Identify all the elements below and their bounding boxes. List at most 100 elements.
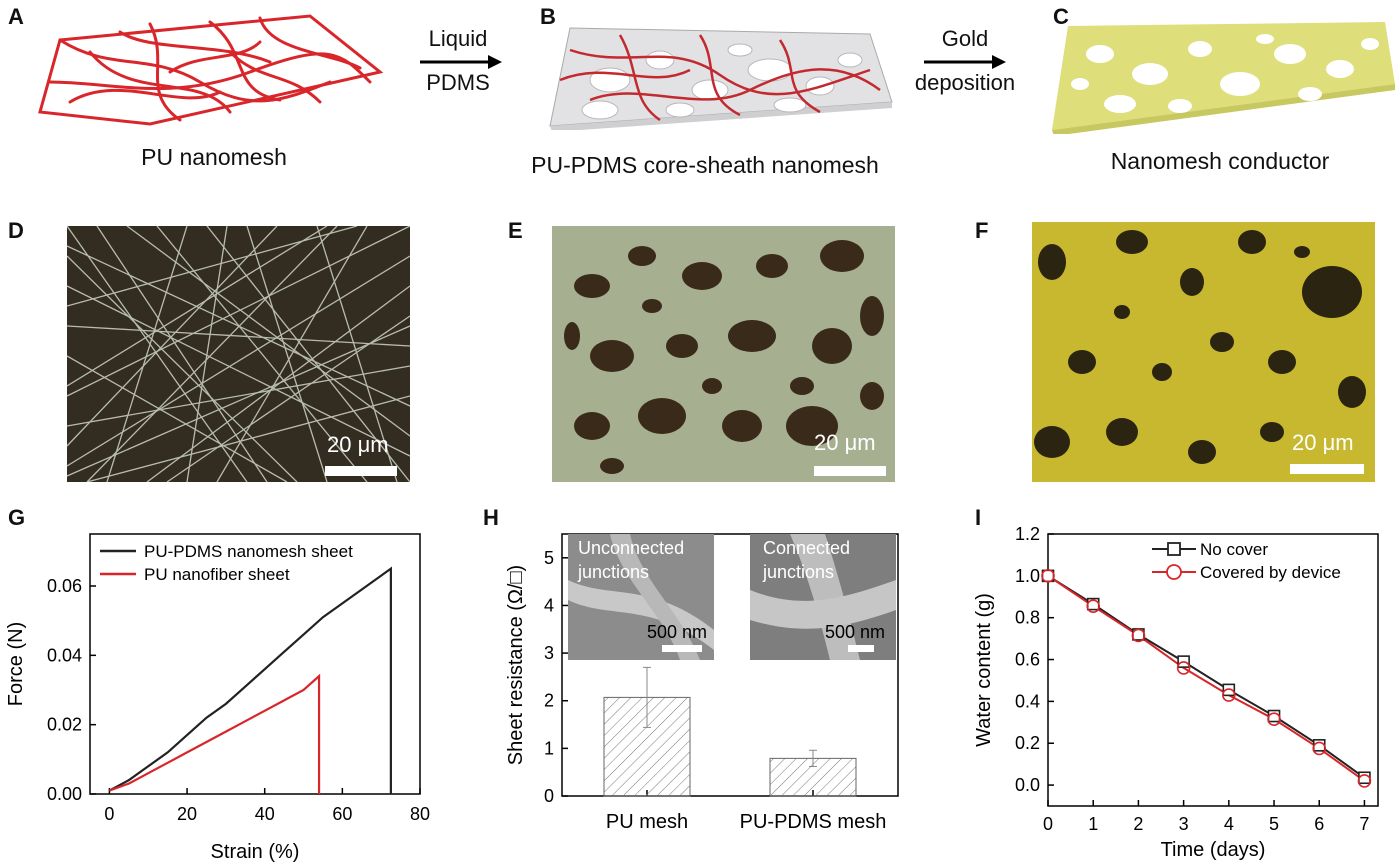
fiber-network-image [67, 226, 410, 482]
x-tick-label: 1 [1088, 814, 1098, 834]
plot-frame [89, 533, 421, 795]
caption-pu-pdms: PU-PDMS core-sheath nanomesh [531, 152, 879, 178]
arrow-right-icon [420, 55, 502, 69]
panel-label-i: I [975, 505, 982, 530]
chart-force-strain: 0 20 40 60 80 0.00 0.02 0.04 0.06 PU-PDMS nanome… [5, 533, 430, 863]
data-point-covered [1222, 688, 1236, 702]
arrow-label-liquid: Liquid [428, 26, 488, 51]
inset-scale-bar [662, 645, 702, 652]
legend: No cover Covered by device [1152, 540, 1341, 582]
inset-scale-label: 500 nm [825, 622, 885, 642]
scale-bar [1290, 464, 1364, 474]
data-point-covered [1041, 569, 1055, 583]
x-tick-label: 4 [1224, 814, 1234, 834]
series-line-covered [1047, 575, 1366, 782]
panel-label-g: G [8, 505, 26, 530]
y-tick-label: 0.6 [1015, 650, 1040, 670]
arrow-label-deposition: deposition [914, 70, 1016, 95]
pu-nanomesh-micrograph: 20 μm [67, 226, 410, 482]
pu-pdms-micrograph: 20 μm [552, 226, 895, 482]
x-tick-label: 0 [1043, 814, 1053, 834]
y-tick-label: 0.06 [47, 576, 82, 596]
category-label: PU-PDMS mesh [740, 811, 887, 833]
y-tick-label: 0.04 [47, 645, 82, 665]
plot-frame [561, 533, 899, 797]
scale-bar-label: 20 μm [327, 432, 389, 457]
series-line-no-cover [1047, 574, 1366, 779]
plot-frame [1047, 533, 1379, 807]
scale-bar [814, 466, 886, 476]
data-point-covered [1086, 599, 1101, 613]
inset-scale-bar [848, 645, 874, 652]
scale-bar-label: 20 μm [814, 430, 876, 455]
x-tick-label: 7 [1359, 814, 1369, 834]
x-tick-label: 2 [1133, 814, 1143, 834]
inset-scale-label: 500 nm [647, 622, 707, 642]
y-tick-label: 1 [544, 738, 554, 758]
legend-label-covered: Covered by device [1200, 563, 1341, 582]
x-tick-label: 3 [1179, 814, 1189, 834]
panel-label-a: A [8, 4, 24, 29]
data-point-covered [1131, 628, 1146, 643]
inset-text-junctions: junctions [577, 562, 649, 582]
y-tick-label: 0.4 [1015, 691, 1040, 711]
data-point-no-cover [1358, 771, 1371, 785]
square-marker-icon [1167, 542, 1181, 556]
y-tick-label: 0.2 [1015, 733, 1040, 753]
arrow-right-icon [924, 55, 1006, 69]
chart-water-content: 0 1 2 3 4 5 6 7 0.0 0.2 0.4 0.6 0.8 1.0 1.2 No cover C… [973, 524, 1379, 861]
y-axis-label: Water content (g) [973, 593, 995, 747]
y-tick-label: 4 [544, 595, 554, 615]
panel-label-b: B [540, 4, 556, 29]
y-tick-label: 0.00 [47, 784, 82, 804]
panel-label-d: D [8, 218, 24, 243]
inset-text-junctions: junctions [762, 562, 834, 582]
panel-label-h: H [483, 505, 499, 530]
series-line-pu [109, 673, 321, 794]
circle-marker-icon [1166, 564, 1182, 580]
scale-bar-label: 20 μm [1292, 430, 1354, 455]
inset-text-connected: Connected [763, 538, 850, 558]
x-tick-label: 5 [1269, 814, 1279, 834]
gold-conductor-illustration [1052, 22, 1395, 134]
core-sheath-mesh-image [552, 226, 895, 482]
scale-bar [325, 466, 397, 476]
y-tick-label: 1.0 [1015, 566, 1040, 586]
x-axis-label: Strain (%) [211, 841, 300, 863]
y-tick-label: 3 [544, 643, 554, 663]
x-tick-label: 40 [255, 804, 275, 824]
nanomesh-conductor-micrograph: 20 μm [1032, 222, 1375, 482]
category-label: PU mesh [606, 811, 688, 833]
pu-nanomesh-illustration [38, 14, 384, 126]
y-axis-label: Sheet resistance (Ω/□) [505, 565, 527, 765]
caption-nanomesh-conductor: Nanomesh conductor [1110, 148, 1330, 174]
legend-label-pu: PU nanofiber sheet [144, 565, 290, 584]
pu-pdms-sheet-illustration [549, 27, 893, 130]
series-line-pu-pdms [108, 566, 392, 794]
data-point-no-cover [1312, 739, 1326, 752]
data-point-no-cover [1267, 709, 1281, 723]
data-point-covered [1267, 712, 1281, 726]
data-point-covered [1176, 661, 1191, 675]
y-tick-label: 1.2 [1015, 524, 1040, 544]
x-tick-label: 80 [410, 804, 430, 824]
data-point-covered [1357, 774, 1372, 788]
chart-sheet-resistance: 0 1 2 3 4 5 PU mesh PU-PDMS mesh Unconnected ju… [505, 533, 899, 833]
caption-pu-nanomesh: PU nanomesh [141, 144, 287, 170]
panel-label-f: F [975, 218, 989, 243]
y-tick-label: 0.8 [1015, 608, 1040, 628]
y-tick-label: 0.02 [47, 715, 82, 735]
x-tick-label: 0 [104, 804, 114, 824]
x-tick-label: 20 [177, 804, 197, 824]
x-axis-label: Time (days) [1161, 839, 1266, 861]
sem-inset-connected: Connected junctions 500 nm [750, 534, 896, 660]
y-tick-label: 2 [544, 691, 554, 711]
y-tick-label: 0 [544, 786, 554, 806]
gold-mesh-image [1032, 222, 1375, 482]
inset-text-unconnected: Unconnected [578, 538, 684, 558]
x-tick-label: 6 [1314, 814, 1324, 834]
y-axis-label: Force (N) [5, 622, 27, 706]
legend-label-no-cover: No cover [1200, 540, 1268, 559]
panel-label-c: C [1053, 4, 1069, 29]
arrow-label-gold: Gold [941, 26, 989, 51]
